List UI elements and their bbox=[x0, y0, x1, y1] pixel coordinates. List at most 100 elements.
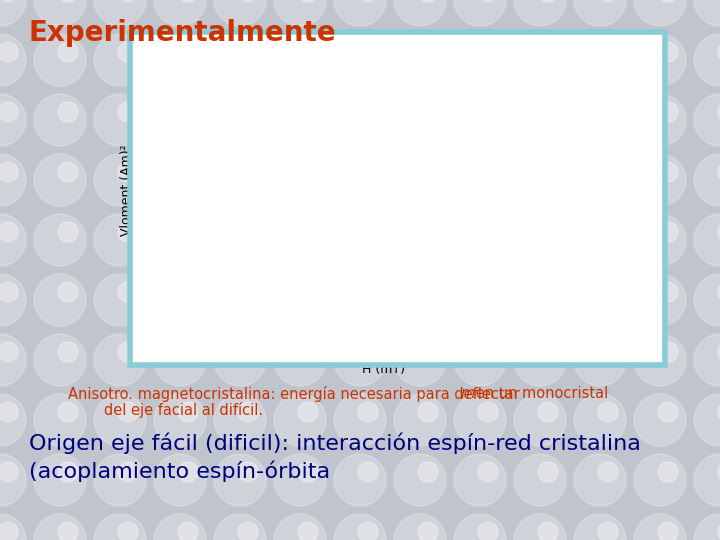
Circle shape bbox=[718, 402, 720, 422]
Circle shape bbox=[274, 94, 326, 146]
Circle shape bbox=[658, 0, 678, 2]
Circle shape bbox=[154, 0, 206, 26]
Circle shape bbox=[694, 214, 720, 266]
Circle shape bbox=[0, 214, 26, 266]
Circle shape bbox=[154, 214, 206, 266]
Circle shape bbox=[454, 34, 506, 86]
Circle shape bbox=[394, 34, 446, 86]
Circle shape bbox=[634, 334, 686, 386]
Circle shape bbox=[118, 282, 138, 302]
Circle shape bbox=[0, 42, 18, 62]
Circle shape bbox=[694, 454, 720, 506]
Circle shape bbox=[418, 222, 438, 242]
Circle shape bbox=[58, 522, 78, 540]
Circle shape bbox=[718, 162, 720, 182]
Circle shape bbox=[574, 454, 626, 506]
Circle shape bbox=[634, 514, 686, 540]
Circle shape bbox=[514, 214, 566, 266]
Circle shape bbox=[514, 454, 566, 506]
Circle shape bbox=[514, 514, 566, 540]
Circle shape bbox=[658, 522, 678, 540]
Circle shape bbox=[418, 42, 438, 62]
Circle shape bbox=[178, 222, 198, 242]
Circle shape bbox=[394, 274, 446, 326]
Circle shape bbox=[214, 0, 266, 26]
Circle shape bbox=[634, 274, 686, 326]
Circle shape bbox=[274, 394, 326, 446]
Circle shape bbox=[214, 214, 266, 266]
Circle shape bbox=[658, 402, 678, 422]
Circle shape bbox=[538, 342, 558, 362]
Circle shape bbox=[214, 394, 266, 446]
Circle shape bbox=[658, 462, 678, 482]
Circle shape bbox=[574, 34, 626, 86]
Circle shape bbox=[238, 162, 258, 182]
Circle shape bbox=[214, 94, 266, 146]
Circle shape bbox=[598, 282, 618, 302]
Circle shape bbox=[334, 514, 386, 540]
Circle shape bbox=[178, 342, 198, 362]
Circle shape bbox=[118, 42, 138, 62]
Circle shape bbox=[0, 454, 26, 506]
Circle shape bbox=[34, 214, 86, 266]
Circle shape bbox=[454, 454, 506, 506]
Circle shape bbox=[334, 394, 386, 446]
Circle shape bbox=[478, 282, 498, 302]
Circle shape bbox=[358, 102, 378, 122]
Circle shape bbox=[454, 394, 506, 446]
Circle shape bbox=[478, 222, 498, 242]
Circle shape bbox=[454, 514, 506, 540]
Circle shape bbox=[514, 0, 566, 26]
Circle shape bbox=[574, 334, 626, 386]
Circle shape bbox=[58, 102, 78, 122]
Circle shape bbox=[274, 0, 326, 26]
Circle shape bbox=[334, 334, 386, 386]
Circle shape bbox=[358, 462, 378, 482]
Circle shape bbox=[418, 522, 438, 540]
Circle shape bbox=[58, 0, 78, 2]
Circle shape bbox=[274, 154, 326, 206]
Circle shape bbox=[0, 462, 18, 482]
Circle shape bbox=[154, 454, 206, 506]
Circle shape bbox=[334, 274, 386, 326]
Circle shape bbox=[178, 462, 198, 482]
Circle shape bbox=[418, 162, 438, 182]
Circle shape bbox=[298, 522, 318, 540]
Circle shape bbox=[358, 162, 378, 182]
Circle shape bbox=[418, 462, 438, 482]
Circle shape bbox=[298, 42, 318, 62]
Circle shape bbox=[658, 102, 678, 122]
Circle shape bbox=[34, 514, 86, 540]
Circle shape bbox=[94, 94, 146, 146]
Circle shape bbox=[334, 154, 386, 206]
Circle shape bbox=[238, 342, 258, 362]
Circle shape bbox=[634, 214, 686, 266]
Circle shape bbox=[118, 102, 138, 122]
Circle shape bbox=[718, 222, 720, 242]
Circle shape bbox=[358, 342, 378, 362]
Circle shape bbox=[94, 0, 146, 26]
Circle shape bbox=[538, 462, 558, 482]
Circle shape bbox=[238, 522, 258, 540]
Circle shape bbox=[538, 282, 558, 302]
Circle shape bbox=[334, 34, 386, 86]
Circle shape bbox=[574, 214, 626, 266]
Circle shape bbox=[0, 102, 18, 122]
Circle shape bbox=[58, 342, 78, 362]
Circle shape bbox=[418, 282, 438, 302]
Circle shape bbox=[178, 0, 198, 2]
Circle shape bbox=[118, 522, 138, 540]
Circle shape bbox=[298, 0, 318, 2]
Circle shape bbox=[34, 454, 86, 506]
Circle shape bbox=[0, 522, 18, 540]
Circle shape bbox=[718, 462, 720, 482]
Circle shape bbox=[58, 162, 78, 182]
Circle shape bbox=[154, 274, 206, 326]
Circle shape bbox=[214, 514, 266, 540]
Circle shape bbox=[298, 282, 318, 302]
Circle shape bbox=[298, 222, 318, 242]
Circle shape bbox=[94, 454, 146, 506]
Circle shape bbox=[418, 102, 438, 122]
Circle shape bbox=[0, 222, 18, 242]
Circle shape bbox=[694, 334, 720, 386]
